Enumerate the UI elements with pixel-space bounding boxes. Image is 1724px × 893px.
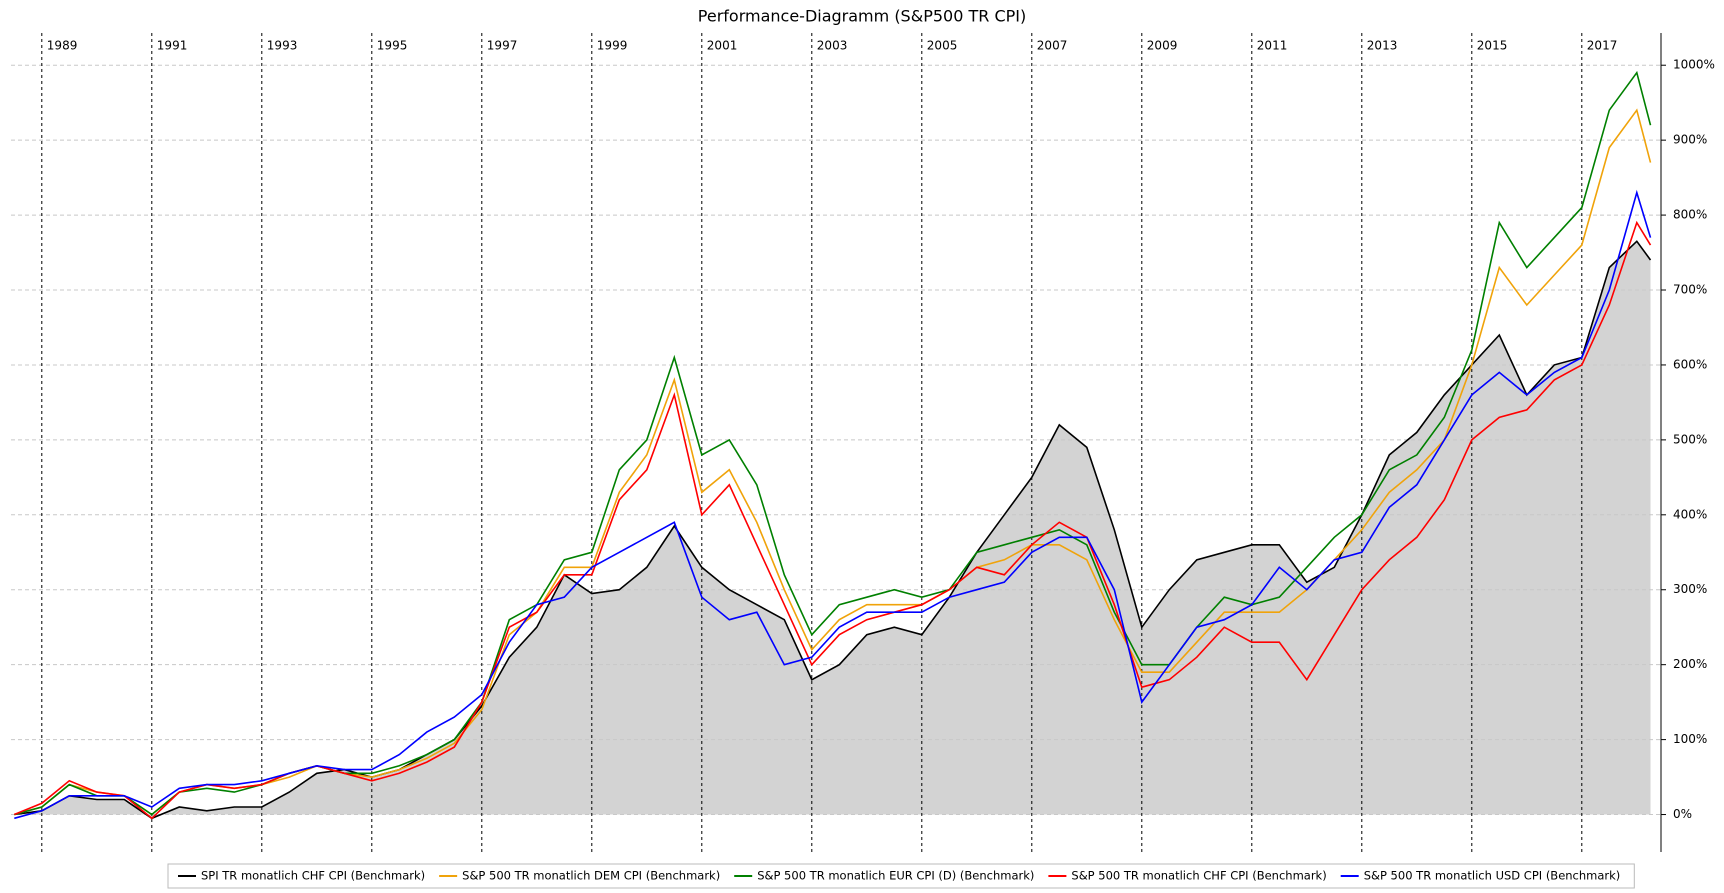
area [14,241,1651,819]
series-line [14,189,1652,820]
series-line [14,240,1652,820]
y-tick-label: 600% [1673,357,1707,371]
legend: SPI TR monatlich CHF CPI (Benchmark) S&P … [167,863,1635,889]
x-tick-label: 1993 [267,39,298,53]
legend-label: SPI TR monatlich CHF CPI (Benchmark) [201,869,425,883]
legend-box [167,863,1635,889]
y-tick-label: 300% [1673,582,1707,596]
x-tick-label: 2011 [1257,39,1288,53]
x-tick-label: 1989 [47,39,78,53]
y-tick-label: 900% [1673,133,1707,147]
x-tick-label: 1995 [377,39,408,53]
legend-label: S&P 500 TR monatlich DEM CPI (Benchmark) [462,869,720,883]
x-tick-label: 2015 [1477,39,1508,53]
x-tick-label: 2017 [1587,39,1618,53]
y-tick-label: 0% [1673,807,1692,821]
legend-label: S&P 500 TR monatlich EUR CPI (D) (Benchm… [757,869,1034,883]
y-tick-label: 400% [1673,507,1707,521]
x-tick-label: 2013 [1367,39,1398,53]
x-tick-label: 2001 [707,39,738,53]
x-tick-label: 1991 [157,39,188,53]
x-tick-label: 2009 [1147,39,1178,53]
x-tick-label: 2005 [927,39,958,53]
series-line [14,108,1652,816]
chart-title: Performance-Diagramm (S&P500 TR CPI) [698,7,1026,26]
y-tick-label: 1000% [1673,58,1715,72]
x-tick-label: 1999 [597,39,628,53]
legend-label: S&P 500 TR monatlich USD CPI (Benchmark) [1364,869,1621,883]
y-tick-label: 700% [1673,283,1707,297]
y-tick-label: 100% [1673,732,1707,746]
x-tick-label: 2003 [817,39,848,53]
y-tick-label: 800% [1673,208,1707,222]
x-tick-label: 2007 [1037,39,1068,53]
legend-label: S&P 500 TR monatlich CHF CPI (Benchmark) [1071,869,1326,883]
y-tick-label: 500% [1673,432,1707,446]
x-tick-label: 1997 [487,39,518,53]
y-tick-label: 200% [1673,657,1707,671]
